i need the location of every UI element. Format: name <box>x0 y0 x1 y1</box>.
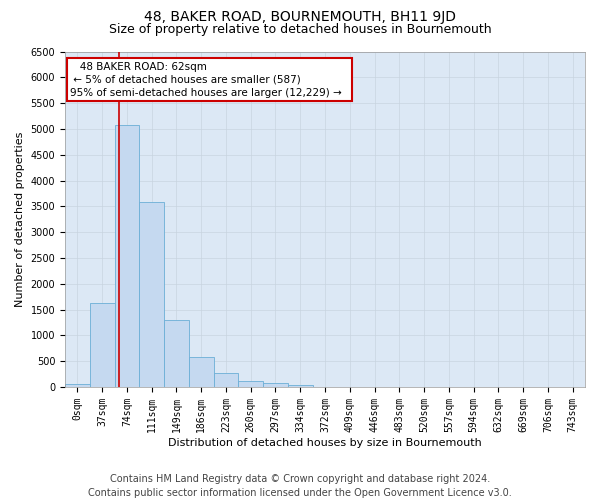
X-axis label: Distribution of detached houses by size in Bournemouth: Distribution of detached houses by size … <box>168 438 482 448</box>
Bar <box>164 320 189 387</box>
Y-axis label: Number of detached properties: Number of detached properties <box>15 132 25 307</box>
Text: Contains HM Land Registry data © Crown copyright and database right 2024.
Contai: Contains HM Land Registry data © Crown c… <box>88 474 512 498</box>
Text: 48 BAKER ROAD: 62sqm
 ← 5% of detached houses are smaller (587)
95% of semi-deta: 48 BAKER ROAD: 62sqm ← 5% of detached ho… <box>70 62 349 98</box>
Bar <box>139 202 164 387</box>
Bar <box>65 384 90 387</box>
Bar <box>115 125 139 387</box>
Bar <box>214 373 238 387</box>
Bar <box>263 383 288 387</box>
Text: Size of property relative to detached houses in Bournemouth: Size of property relative to detached ho… <box>109 22 491 36</box>
Bar <box>238 381 263 387</box>
Bar <box>90 304 115 387</box>
Bar <box>288 385 313 387</box>
Bar <box>189 356 214 387</box>
Text: 48, BAKER ROAD, BOURNEMOUTH, BH11 9JD: 48, BAKER ROAD, BOURNEMOUTH, BH11 9JD <box>144 10 456 24</box>
